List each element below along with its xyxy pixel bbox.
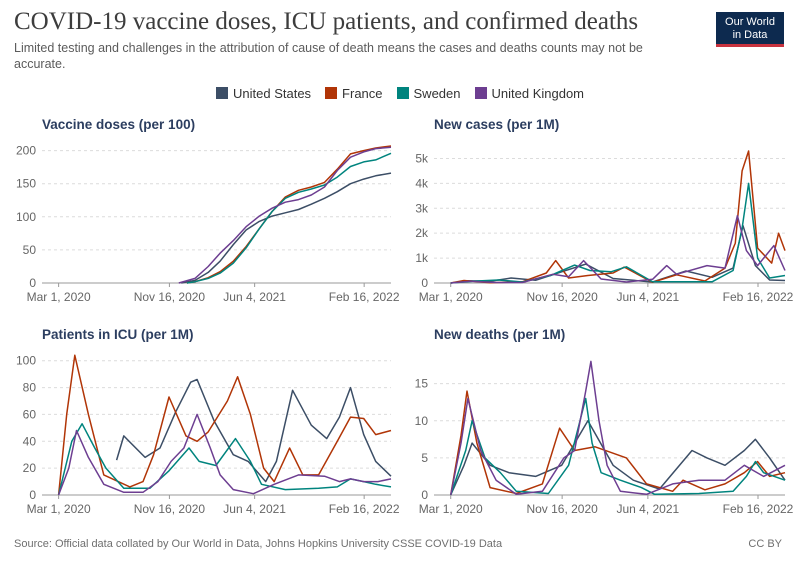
y-tick-label: 50 <box>23 243 37 257</box>
y-tick-label: 5k <box>415 151 429 165</box>
legend-swatch <box>396 87 409 99</box>
series-line <box>186 145 392 284</box>
series-line <box>450 182 786 284</box>
y-tick-label: 1k <box>415 251 429 265</box>
logo-line-2: in Data <box>732 29 768 41</box>
y-tick-label: 0 <box>421 488 428 502</box>
x-tick-label: Jun 4, 2021 <box>616 502 679 516</box>
x-tick-label: Feb 16, 2022 <box>329 290 400 304</box>
x-tick-label: Jun 4, 2021 <box>616 290 679 304</box>
series-line <box>178 146 392 284</box>
legend-label: United States <box>233 85 312 101</box>
source-note: Source: Official data collated by Our Wo… <box>14 538 503 550</box>
y-tick-label: 60 <box>23 407 37 421</box>
chart-panel: Vaccine doses (per 100) 0 50 100 150 200 Mar 1… <box>16 117 400 304</box>
legend-swatch <box>325 87 338 99</box>
legend-label: France <box>342 85 383 101</box>
y-tick-label: 0 <box>421 276 428 290</box>
y-tick-label: 40 <box>23 434 37 448</box>
series-line <box>449 397 786 496</box>
y-tick-label: 3k <box>415 201 429 215</box>
panel-title: New cases (per 1M) <box>434 117 559 132</box>
y-tick-label: 5 <box>421 451 428 465</box>
x-tick-label: Feb 16, 2022 <box>329 502 400 516</box>
x-tick-label: Mar 1, 2020 <box>27 502 91 516</box>
y-tick-label: 4k <box>415 176 429 190</box>
panel-title: Patients in ICU (per 1M) <box>42 327 194 342</box>
series-line <box>57 413 392 496</box>
x-tick-label: Nov 16, 2020 <box>134 290 206 304</box>
y-tick-label: 15 <box>415 377 429 391</box>
chart-title: COVID-19 vaccine doses, ICU patients, an… <box>14 8 639 35</box>
legend-swatch <box>216 87 228 99</box>
x-tick-label: Nov 16, 2020 <box>526 502 598 516</box>
y-tick-label: 100 <box>16 210 36 224</box>
x-tick-label: Mar 1, 2020 <box>419 502 483 516</box>
y-tick-label: 150 <box>16 177 36 191</box>
y-tick-label: 0 <box>29 276 36 290</box>
panel-title: Vaccine doses (per 100) <box>42 117 195 132</box>
series-line <box>449 390 786 496</box>
legend-swatch <box>474 87 487 99</box>
legend-item[interactable]: France <box>325 84 383 102</box>
legend-label: Sweden <box>413 85 461 101</box>
chart-subtitle: Limited testing and challenges in the at… <box>14 41 643 71</box>
y-tick-label: 80 <box>23 381 37 395</box>
y-tick-label: 20 <box>23 461 37 475</box>
y-tick-label: 100 <box>16 354 36 368</box>
series-line <box>450 214 786 284</box>
series-line <box>115 378 392 483</box>
x-tick-label: Jun 4, 2021 <box>223 290 286 304</box>
panel-title: New deaths (per 1M) <box>434 327 565 342</box>
legend: United States France Sweden United Kingdom <box>0 84 800 102</box>
legend-label: United Kingdom <box>491 85 585 101</box>
chart-panel: New cases (per 1M) 0 1k 2k 3k 4k 5k Mar 1, 2020… <box>415 117 793 304</box>
legend-item[interactable]: United States <box>216 84 311 102</box>
owid-logo[interactable]: Our World in Data <box>716 12 784 47</box>
y-tick-label: 2k <box>415 226 429 240</box>
x-tick-label: Jun 4, 2021 <box>223 502 286 516</box>
x-tick-label: Nov 16, 2020 <box>134 502 206 516</box>
logo-line-1: Our World <box>725 16 775 28</box>
series-line <box>181 172 392 284</box>
y-tick-label: 10 <box>415 414 429 428</box>
chart-panel: New deaths (per 1M) 0 5 10 15 Mar 1, 2020 Nov … <box>415 327 794 516</box>
x-tick-label: Nov 16, 2020 <box>526 290 598 304</box>
y-tick-label: 0 <box>29 488 36 502</box>
legend-item[interactable]: Sweden <box>396 84 461 102</box>
x-tick-label: Feb 16, 2022 <box>723 502 794 516</box>
series-line <box>57 354 392 496</box>
x-tick-label: Mar 1, 2020 <box>419 290 483 304</box>
chart-panel: Patients in ICU (per 1M) 0 20 40 60 80 100 Mar … <box>16 327 400 516</box>
series-line <box>449 360 786 496</box>
license-link[interactable]: CC BY <box>748 538 782 550</box>
series-line <box>186 152 392 284</box>
legend-item[interactable]: United Kingdom <box>474 84 585 102</box>
x-tick-label: Feb 16, 2022 <box>723 290 794 304</box>
series-line <box>450 224 786 284</box>
y-tick-label: 200 <box>16 144 36 158</box>
x-tick-label: Mar 1, 2020 <box>27 290 91 304</box>
